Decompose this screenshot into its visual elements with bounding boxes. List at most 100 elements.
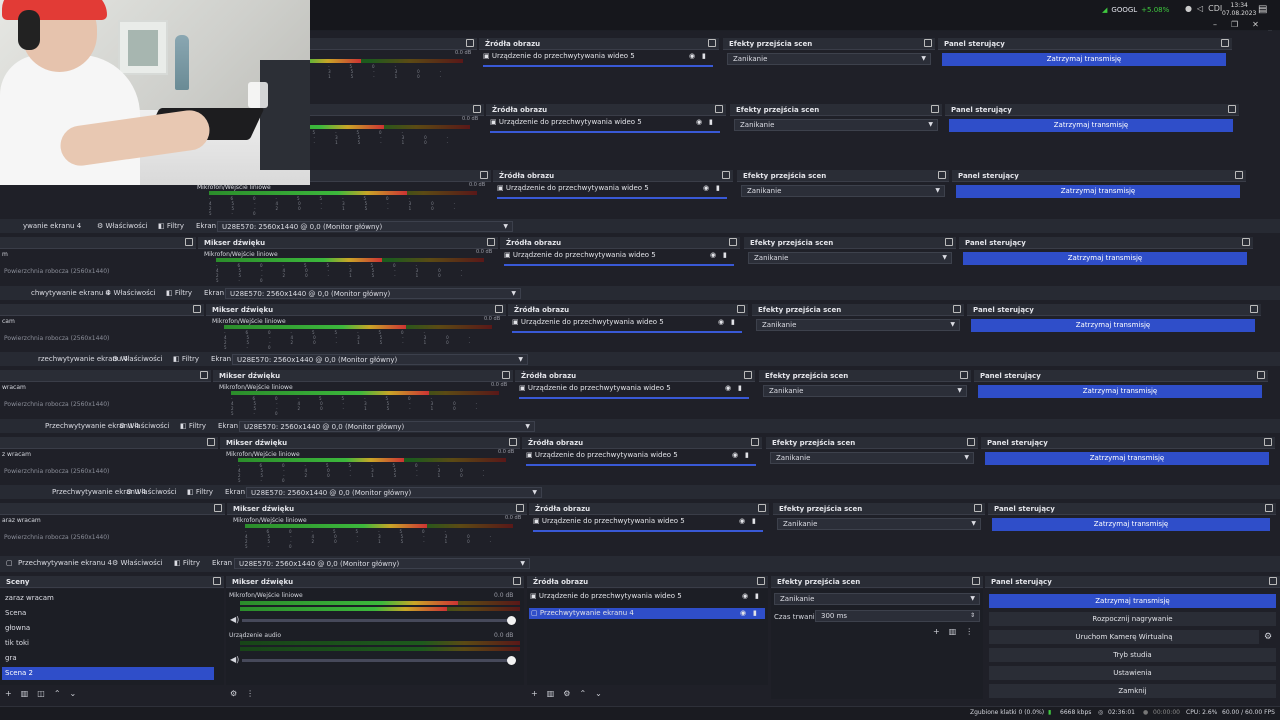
scene-item-fragment[interactable]: m <box>2 251 8 258</box>
undock-icon[interactable] <box>1242 238 1250 246</box>
monitor-select[interactable]: U28E570: 2560x1440 @ 0,0 (Monitor główny… <box>232 354 528 365</box>
undock-icon[interactable] <box>207 438 215 446</box>
studio-mode-button[interactable]: Tryb studia <box>989 648 1276 662</box>
stop-stream-button[interactable]: Zatrzymaj transmisję <box>985 452 1269 465</box>
properties-button[interactable]: ⚙ Właściwości <box>126 488 177 496</box>
lock-icon[interactable]: ▮ <box>752 517 756 525</box>
source-item[interactable]: ▣ Urządzenie do przechwytywania wideo 5 ◉… <box>519 384 742 392</box>
undock-icon[interactable] <box>502 371 510 379</box>
undock-icon[interactable] <box>1264 438 1272 446</box>
stop-stream-button[interactable]: Zatrzymaj transmisję <box>956 185 1240 198</box>
transition-select[interactable]: Zanikanie ▼ <box>770 452 974 464</box>
undock-icon[interactable] <box>758 504 766 512</box>
filters-button[interactable]: ◧ Filtry <box>173 355 200 363</box>
monitor-select[interactable]: U28E570: 2560x1440 @ 0,0 (Monitor główny… <box>246 487 542 498</box>
properties-button[interactable]: ⚙ Właściwości <box>97 222 148 230</box>
filters-button[interactable]: ◧ Filtry <box>187 488 214 496</box>
microphone-icon[interactable]: ● <box>1185 4 1192 13</box>
undock-icon[interactable] <box>945 238 953 246</box>
clock[interactable]: 13:34 07.08.2023 <box>1222 2 1256 18</box>
stock-widget[interactable]: ◢ GOOGL +5.08% <box>1102 6 1169 14</box>
undock-icon[interactable] <box>487 238 495 246</box>
more-icon[interactable]: ⋮ <box>246 689 255 698</box>
undock-icon[interactable] <box>757 577 765 585</box>
properties-button[interactable]: ⚙ Właściwości <box>112 355 163 363</box>
eye-icon[interactable]: ◉ <box>740 609 747 617</box>
gear-icon[interactable]: ⚙ <box>1264 632 1273 642</box>
transition-select[interactable]: Zanikanie ▼ <box>763 385 967 397</box>
undock-icon[interactable] <box>466 39 474 47</box>
lock-icon[interactable]: ▮ <box>738 384 742 392</box>
arrow-up-icon[interactable]: ⌃ <box>579 689 587 698</box>
source-item[interactable]: ▣ Urządzenie do przechwytywania wideo 5 ◉… <box>504 251 727 259</box>
source-item[interactable]: ▣ Urządzenie do przechwytywania wideo 5 ◉… <box>526 451 749 459</box>
volume-icon[interactable]: ◁ <box>1196 4 1204 13</box>
undock-icon[interactable] <box>513 577 521 585</box>
undock-icon[interactable] <box>708 39 716 47</box>
monitor-select[interactable]: U28E570: 2560x1440 @ 0,0 (Monitor główny… <box>225 288 521 299</box>
stop-stream-button[interactable]: Zatrzymaj transmisję <box>949 119 1233 132</box>
undock-icon[interactable] <box>200 371 208 379</box>
scene-item-active[interactable]: Scena 2 <box>2 667 214 680</box>
volume-slider[interactable] <box>242 616 516 625</box>
undock-icon[interactable] <box>1265 504 1273 512</box>
trash-icon[interactable]: ▥ <box>948 627 957 636</box>
undock-icon[interactable] <box>924 39 932 47</box>
undock-icon[interactable] <box>974 504 982 512</box>
transition-select[interactable]: Zanikanie ▼ <box>777 518 981 530</box>
eye-icon[interactable]: ◉ <box>718 318 725 326</box>
undock-icon[interactable] <box>480 171 488 179</box>
undock-icon[interactable] <box>1257 371 1265 379</box>
undock-icon[interactable] <box>193 305 201 313</box>
undock-icon[interactable] <box>931 105 939 113</box>
properties-button[interactable]: ⚙ Właściwości <box>119 422 170 430</box>
undock-icon[interactable] <box>744 371 752 379</box>
source-item[interactable]: ▣ Urządzenie do przechwytywania wideo 5 ◉… <box>533 517 756 525</box>
monitor-select[interactable]: U28E570: 2560x1440 @ 0,0 (Monitor główny… <box>239 421 535 432</box>
undock-icon[interactable] <box>722 171 730 179</box>
lock-icon[interactable]: ▮ <box>702 52 706 60</box>
minimize-icon[interactable]: – <box>1213 20 1217 29</box>
filters-button[interactable]: ◧ Filtry <box>180 422 207 430</box>
add-icon[interactable]: + <box>933 627 940 636</box>
undock-icon[interactable] <box>737 305 745 313</box>
undock-icon[interactable] <box>1250 305 1258 313</box>
transition-select[interactable]: Zanikanie ▼ <box>741 185 945 197</box>
stop-stream-button[interactable]: Zatrzymaj transmisję <box>978 385 1262 398</box>
stop-stream-button[interactable]: Zatrzymaj transmisję <box>989 594 1276 608</box>
volume-slider[interactable] <box>242 656 516 665</box>
undock-icon[interactable] <box>960 371 968 379</box>
eye-icon[interactable]: ◉ <box>703 184 710 192</box>
undock-icon[interactable] <box>938 171 946 179</box>
eye-icon[interactable]: ◉ <box>710 251 717 259</box>
undock-icon[interactable] <box>1269 577 1277 585</box>
undock-icon[interactable] <box>213 577 221 585</box>
speaker-icon[interactable]: ◀) <box>230 615 240 624</box>
scene-item[interactable]: głowna <box>5 624 31 632</box>
monitor-select[interactable]: U28E570: 2560x1440 @ 0,0 (Monitor główny… <box>217 221 513 232</box>
source-item-selected[interactable]: ▢ Przechwytywanie ekranu 4 ◉ ▮ <box>529 608 765 619</box>
lock-icon[interactable]: ▮ <box>716 184 720 192</box>
lock-icon[interactable]: ▮ <box>745 451 749 459</box>
more-icon[interactable]: ⋮ <box>965 627 974 636</box>
stop-stream-button[interactable]: Zatrzymaj transmisję <box>942 53 1226 66</box>
undock-icon[interactable] <box>715 105 723 113</box>
transition-select[interactable]: Zanikanie ▼ <box>748 252 952 264</box>
scene-item[interactable]: tik toki <box>5 639 29 647</box>
undock-icon[interactable] <box>509 438 517 446</box>
filters-button[interactable]: ◧ Filtry <box>158 222 185 230</box>
lock-icon[interactable]: ▮ <box>723 251 727 259</box>
eye-icon[interactable]: ◉ <box>696 118 703 126</box>
filters-button[interactable]: ◧ Filtry <box>174 559 201 567</box>
exit-button[interactable]: Zamknij <box>989 684 1276 698</box>
undock-icon[interactable] <box>972 577 980 585</box>
scene-item[interactable]: zaraz wracam <box>5 594 54 602</box>
transition-select[interactable]: Zanikanie ▼ <box>774 593 980 605</box>
add-icon[interactable]: + <box>5 689 12 698</box>
undock-icon[interactable] <box>1221 39 1229 47</box>
undock-icon[interactable] <box>214 504 222 512</box>
undock-icon[interactable] <box>751 438 759 446</box>
speaker-icon[interactable]: ◀) <box>230 655 240 664</box>
undock-icon[interactable] <box>967 438 975 446</box>
undock-icon[interactable] <box>473 105 481 113</box>
